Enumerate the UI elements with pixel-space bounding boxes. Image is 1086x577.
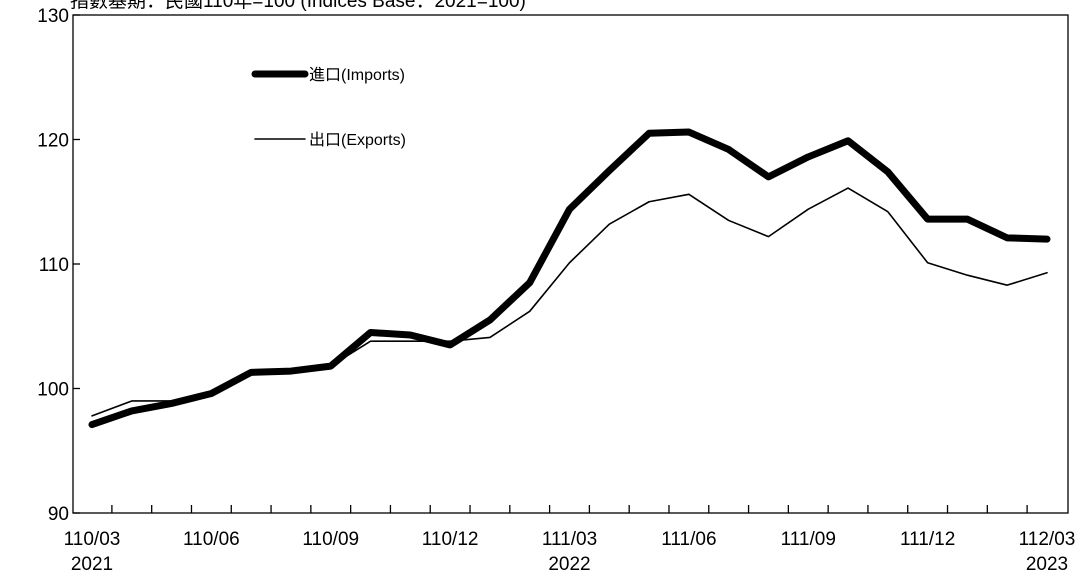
axes: 90 100 110 120 130 110/03 2021 110/06 110/09 110/…: [37, 6, 1075, 575]
x-tick-label: 111/06: [661, 529, 716, 550]
series-line-imports: [88, 128, 1051, 429]
x-year-label: 2023: [1026, 554, 1068, 575]
legend: 進口(Imports) 出口(Exports): [251, 66, 406, 149]
series-line-exports: [91, 187, 1048, 417]
x-tick-label: 110/09: [302, 529, 359, 550]
y-tick-label: 120: [37, 131, 69, 152]
x-tick-label: 110/06: [183, 529, 240, 550]
y-tick-label: 110: [39, 255, 69, 276]
x-tick-label: 112/03: [1019, 529, 1076, 550]
plot-frame: [72, 14, 1069, 514]
y-tick-label: 130: [37, 6, 69, 27]
x-tick-label: 110/03: [64, 529, 121, 550]
series-layer: [88, 128, 1051, 429]
x-tick-label: 110/12: [422, 529, 479, 550]
x-year-label: 2021: [71, 554, 113, 575]
index-base-note: 指數基期：民國110年=100 (Indices Base：2021=100): [70, 0, 526, 12]
legend-label-exports: 出口(Exports): [309, 131, 406, 149]
y-tick-label: 90: [48, 504, 69, 525]
x-year-label: 2022: [548, 554, 590, 575]
x-tick-label: 111/03: [542, 529, 597, 550]
x-tick-label: 111/09: [781, 529, 836, 550]
y-tick-label: 100: [37, 380, 69, 401]
x-tick-label: 111/12: [900, 529, 955, 550]
legend-label-imports: 進口(Imports): [309, 66, 405, 84]
